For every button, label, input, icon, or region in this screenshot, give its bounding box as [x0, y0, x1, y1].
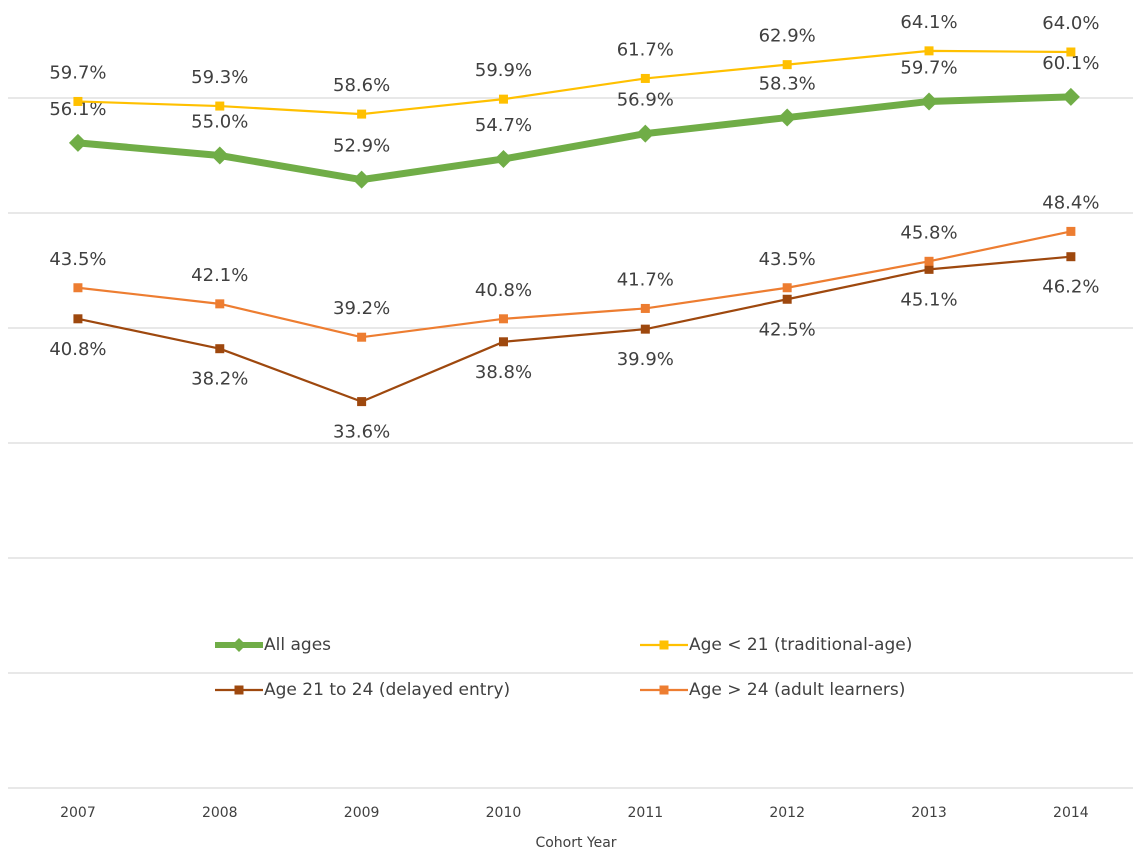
data-point	[210, 146, 229, 165]
data-point	[1066, 252, 1076, 262]
legend-label: All ages	[264, 635, 331, 655]
data-point	[1061, 87, 1080, 106]
data-point	[498, 337, 508, 347]
x-axis-title: Cohort Year	[535, 835, 616, 851]
legend-marker	[659, 640, 669, 650]
data-label: 39.2%	[333, 298, 390, 319]
legend-marker	[234, 685, 244, 695]
x-tick-label: 2007	[60, 805, 96, 821]
series-line	[77, 255, 1071, 403]
data-label: 54.7%	[475, 115, 532, 136]
series-line	[77, 49, 1071, 116]
data-point	[215, 101, 225, 111]
data-label: 39.9%	[617, 349, 674, 370]
data-point	[498, 314, 508, 324]
data-point	[636, 124, 655, 143]
data-label: 33.6%	[333, 422, 390, 443]
series-line	[77, 230, 1072, 339]
data-point	[640, 73, 650, 83]
data-label: 64.0%	[1042, 13, 1099, 34]
data-label: 59.9%	[475, 60, 532, 81]
data-point	[357, 332, 367, 342]
data-label: 64.1%	[900, 12, 957, 33]
data-label: 46.2%	[1042, 277, 1099, 298]
data-label: 40.8%	[475, 280, 532, 301]
data-point	[640, 324, 650, 334]
x-tick-label: 2008	[202, 805, 238, 821]
data-point	[357, 109, 367, 119]
data-point	[640, 303, 650, 313]
data-label: 59.3%	[191, 67, 248, 88]
x-tick-label: 2014	[1053, 805, 1089, 821]
legend-label: Age > 24 (adult learners)	[689, 680, 905, 700]
data-point	[494, 149, 513, 168]
data-label: 45.1%	[900, 289, 957, 310]
data-point	[357, 397, 367, 407]
data-label: 38.8%	[475, 362, 532, 383]
x-tick-label: 2010	[486, 805, 522, 821]
data-point	[1066, 47, 1076, 57]
data-point	[73, 96, 83, 106]
data-label: 62.9%	[759, 26, 816, 47]
data-label: 45.8%	[900, 222, 957, 243]
data-point	[920, 92, 939, 111]
data-point	[924, 46, 934, 56]
series-line	[77, 93, 1071, 184]
data-label: 40.8%	[49, 339, 106, 360]
data-point	[68, 133, 87, 152]
data-label: 58.3%	[759, 74, 816, 95]
legend-marker	[232, 638, 246, 652]
data-point	[782, 60, 792, 70]
data-label: 56.1%	[49, 99, 106, 120]
data-label: 43.5%	[759, 249, 816, 270]
data-point	[73, 314, 83, 324]
data-point	[778, 108, 797, 127]
data-label: 61.7%	[617, 39, 674, 60]
data-point	[924, 256, 934, 266]
x-tick-label: 2012	[769, 805, 805, 821]
data-label: 59.7%	[900, 57, 957, 78]
data-label: 59.7%	[49, 62, 106, 83]
data-label: 48.4%	[1042, 192, 1099, 213]
data-label: 56.9%	[617, 90, 674, 111]
data-point	[215, 299, 225, 309]
x-tick-label: 2009	[344, 805, 380, 821]
data-label: 60.1%	[1042, 53, 1099, 74]
data-label: 41.7%	[617, 269, 674, 290]
data-label: 55.0%	[191, 112, 248, 133]
data-label: 52.9%	[333, 136, 390, 157]
data-label: 42.1%	[191, 265, 248, 286]
data-label: 42.5%	[759, 319, 816, 340]
data-point	[352, 170, 371, 189]
data-label: 58.6%	[333, 75, 390, 96]
data-point	[782, 294, 792, 304]
data-point	[924, 264, 934, 274]
data-point	[782, 283, 792, 293]
data-point	[1066, 226, 1076, 236]
data-point	[498, 94, 508, 104]
legend-label: Age < 21 (traditional-age)	[689, 635, 912, 655]
x-tick-label: 2011	[628, 805, 664, 821]
legend-marker	[659, 685, 669, 695]
x-tick-label: 2013	[911, 805, 947, 821]
data-label: 43.5%	[49, 249, 106, 270]
data-point	[73, 283, 83, 293]
legend-label: Age 21 to 24 (delayed entry)	[264, 680, 510, 700]
data-label: 38.2%	[191, 369, 248, 390]
data-point	[215, 344, 225, 354]
